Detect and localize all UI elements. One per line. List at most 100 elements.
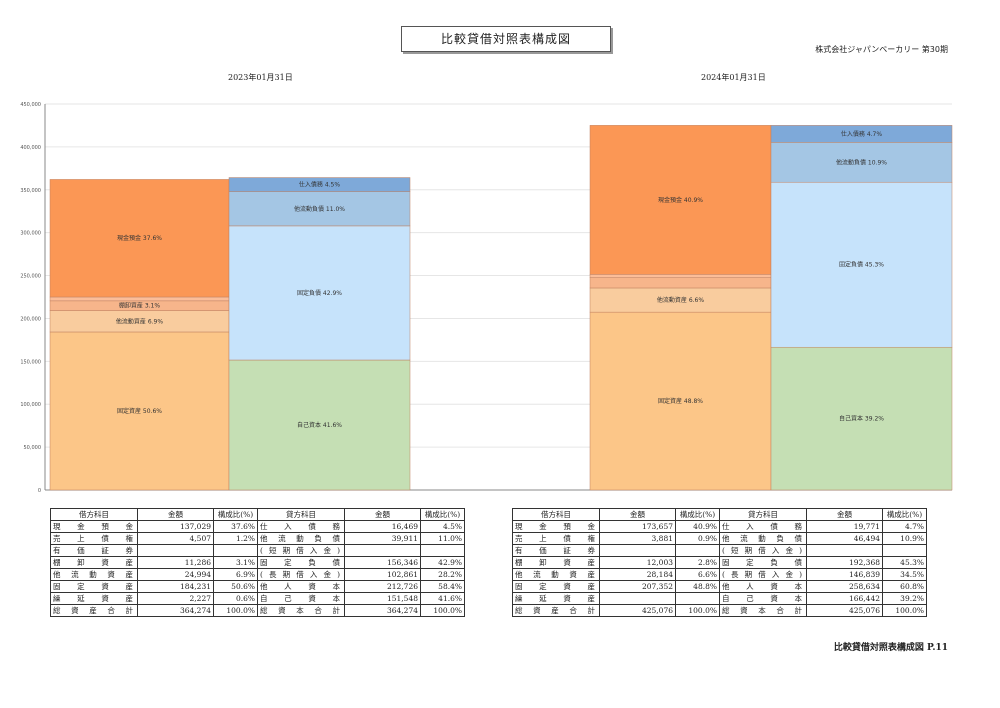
- bar-segment-label: 他流動資産 6.9%: [116, 317, 163, 325]
- table-cell: [806, 544, 883, 557]
- table-cell: 41.6%: [420, 592, 465, 605]
- company-name: 株式会社ジャパンベーカリー 第30期: [815, 45, 948, 54]
- bar-segment-inventory: [589, 277, 772, 289]
- table-cell: 売上債権: [50, 532, 138, 545]
- table-cell: 45.3%: [882, 556, 927, 569]
- y-tick-label: 400,000: [20, 145, 41, 151]
- table-row: 他流動資産 28,184 6.6% (長期借入金) 146,839 34.5%: [512, 568, 927, 581]
- table-row: 現金預金 137,029 37.6% 仕入債務 16,469 4.5%: [50, 520, 465, 533]
- table-cell: 他流動負債: [257, 532, 345, 545]
- table-cell: 有価証券: [50, 544, 138, 557]
- table-cell: 11.0%: [420, 532, 465, 545]
- table-cell: 50.6%: [213, 580, 258, 593]
- table-cell: 48.8%: [675, 580, 720, 593]
- table-row: 固定資産 207,352 48.8% 他人資本 258,634 60.8%: [512, 580, 927, 593]
- table-cell: 166,442: [806, 592, 883, 605]
- period-date-2024: 2024年01月31日: [701, 73, 766, 82]
- table-cell: 173,657: [599, 520, 676, 533]
- table-row: 固定資産 184,231 50.6% 他人資本 212,726 58.4%: [50, 580, 465, 593]
- table-cell: 現金預金: [512, 520, 600, 533]
- bar-segment-label: 現金預金 40.9%: [658, 196, 703, 204]
- table-cell: 固定負債: [719, 556, 807, 569]
- table-header: 借方科目: [50, 508, 138, 521]
- table-cell: 1.2%: [213, 532, 258, 545]
- table-header: 構成比(%): [675, 508, 720, 521]
- table-cell: (長期借入金): [719, 568, 807, 581]
- table-header: 貸方科目: [719, 508, 807, 521]
- table-cell: 3.1%: [213, 556, 258, 569]
- table-cell: 37.6%: [213, 520, 258, 533]
- table-cell: 他流動資産: [50, 568, 138, 581]
- bar-segment-label: 他流動資産 6.6%: [657, 296, 704, 304]
- table-row: 有価証券 (短期借入金): [512, 544, 927, 557]
- table-row: 繰延資産 2,227 0.6% 自己資本 151,548 41.6%: [50, 592, 465, 605]
- bar-segment-payables: [770, 125, 953, 143]
- table-cell: 364,274: [344, 604, 421, 617]
- y-tick-label: 150,000: [20, 359, 41, 365]
- bar-segment-receivables: [589, 274, 772, 278]
- table-cell: 146,839: [806, 568, 883, 581]
- table-row: 現金預金 173,657 40.9% 仕入債務 19,771 4.7%: [512, 520, 927, 533]
- table-cell: 60.8%: [882, 580, 927, 593]
- bar-segment-label: 固定負債 42.9%: [297, 289, 342, 297]
- table-cell: 仕入債務: [719, 520, 807, 533]
- table-cell: 28,184: [599, 568, 676, 581]
- table-cell: 184,231: [137, 580, 214, 593]
- table-cell: 192,368: [806, 556, 883, 569]
- table-cell: 棚卸資産: [512, 556, 600, 569]
- y-tick-label: 350,000: [20, 188, 41, 194]
- bar-segment-cash: [49, 179, 230, 298]
- table-header: 貸方科目: [257, 508, 345, 521]
- table-row: 売上債権 4,507 1.2% 他流動負債 39,911 11.0%: [50, 532, 465, 545]
- table-cell: 28.2%: [420, 568, 465, 581]
- table-cell: 10.9%: [882, 532, 927, 545]
- bar-segment-label: 自己資本 39.2%: [839, 415, 884, 423]
- table-row: 売上債権 3,881 0.9% 他流動負債 46,494 10.9%: [512, 532, 927, 545]
- table-cell: 他流動資産: [512, 568, 600, 581]
- table-header: 金額: [137, 508, 214, 521]
- table-cell: 0.6%: [213, 592, 258, 605]
- table-cell: 仕入債務: [257, 520, 345, 533]
- table-row: 有価証券 (短期借入金): [50, 544, 465, 557]
- table-cell: 他流動負債: [719, 532, 807, 545]
- table-cell: [599, 544, 676, 557]
- table-cell: [344, 544, 421, 557]
- bar-segment-label: 固定資産 48.8%: [658, 397, 703, 405]
- table-cell: 自己資本: [719, 592, 807, 605]
- table-cell: 棚卸資産: [50, 556, 138, 569]
- y-tick-label: 300,000: [20, 231, 41, 237]
- table-header: 構成比(%): [420, 508, 465, 521]
- table-cell: 258,634: [806, 580, 883, 593]
- table-cell: 156,346: [344, 556, 421, 569]
- table-cell: 12,003: [599, 556, 676, 569]
- y-tick-label: 450,000: [20, 102, 41, 108]
- y-tick-label: 200,000: [20, 316, 41, 322]
- table-cell: 151,548: [344, 592, 421, 605]
- table-cell: 他人資本: [719, 580, 807, 593]
- table-cell: 19,771: [806, 520, 883, 533]
- table-cell: 58.4%: [420, 580, 465, 593]
- footer-label: 比較貸借対照表構成図 P.11: [833, 643, 948, 653]
- table-cell: 100.0%: [882, 604, 927, 617]
- table-header: 借方科目: [512, 508, 600, 521]
- table-cell: 42.9%: [420, 556, 465, 569]
- y-tick-label: 100,000: [20, 402, 41, 408]
- table-header: 金額: [344, 508, 421, 521]
- bar-segment-label: 他流動負債 11.0%: [294, 205, 345, 213]
- bar-segment-receivables: [49, 296, 230, 302]
- table-cell: 39,911: [344, 532, 421, 545]
- table-row: 他流動資産 24,994 6.9% (長期借入金) 102,861 28.2%: [50, 568, 465, 581]
- table-cell: [137, 544, 214, 557]
- bar-segment-label: 仕入債務 4.7%: [841, 130, 882, 138]
- table-cell: 売上債権: [512, 532, 600, 545]
- bar-segment-equity: [770, 346, 953, 491]
- table-cell: 現金預金: [50, 520, 138, 533]
- table-header: 構成比(%): [213, 508, 258, 521]
- table-cell: [599, 592, 676, 605]
- table-cell: 他人資本: [257, 580, 345, 593]
- table-cell: 137,029: [137, 520, 214, 533]
- bar-segment-label: 他流動負債 10.9%: [836, 158, 887, 166]
- table-cell: 4.7%: [882, 520, 927, 533]
- table-header: 構成比(%): [882, 508, 927, 521]
- table-cell: 207,352: [599, 580, 676, 593]
